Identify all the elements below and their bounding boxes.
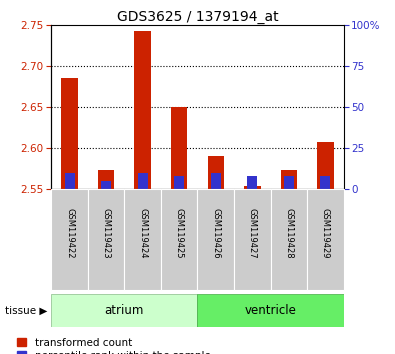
Text: GSM119422: GSM119422 bbox=[65, 207, 74, 258]
Bar bbox=[101, 181, 111, 189]
Text: GSM119426: GSM119426 bbox=[211, 207, 220, 258]
Text: atrium: atrium bbox=[105, 304, 144, 317]
Bar bbox=[284, 176, 294, 189]
Bar bbox=[280, 171, 297, 189]
Text: GSM119423: GSM119423 bbox=[102, 207, 111, 258]
Bar bbox=[174, 176, 184, 189]
Text: GSM119424: GSM119424 bbox=[138, 207, 147, 258]
Bar bbox=[137, 173, 148, 189]
Bar bbox=[134, 32, 151, 189]
Bar bbox=[234, 189, 271, 290]
Text: GSM119429: GSM119429 bbox=[321, 207, 330, 258]
Bar bbox=[51, 189, 88, 290]
Text: GSM119427: GSM119427 bbox=[248, 207, 257, 258]
Bar bbox=[171, 107, 188, 189]
Bar bbox=[161, 189, 198, 290]
Bar bbox=[244, 186, 261, 189]
Text: GSM119428: GSM119428 bbox=[284, 207, 293, 258]
Bar bbox=[271, 189, 307, 290]
Bar bbox=[61, 78, 78, 189]
Text: GSM119425: GSM119425 bbox=[175, 207, 184, 258]
Bar bbox=[51, 294, 198, 327]
Bar bbox=[124, 189, 161, 290]
Bar bbox=[198, 189, 234, 290]
Bar bbox=[317, 142, 334, 189]
Bar bbox=[307, 189, 344, 290]
Bar bbox=[247, 176, 258, 189]
Text: tissue ▶: tissue ▶ bbox=[5, 306, 47, 316]
Title: GDS3625 / 1379194_at: GDS3625 / 1379194_at bbox=[117, 10, 278, 24]
Bar bbox=[211, 173, 221, 189]
Legend: transformed count, percentile rank within the sample: transformed count, percentile rank withi… bbox=[17, 338, 211, 354]
Bar bbox=[64, 173, 75, 189]
Bar bbox=[207, 156, 224, 189]
Bar bbox=[320, 176, 331, 189]
Bar bbox=[88, 189, 124, 290]
Text: ventricle: ventricle bbox=[245, 304, 297, 317]
Bar bbox=[98, 171, 115, 189]
Bar bbox=[198, 294, 344, 327]
